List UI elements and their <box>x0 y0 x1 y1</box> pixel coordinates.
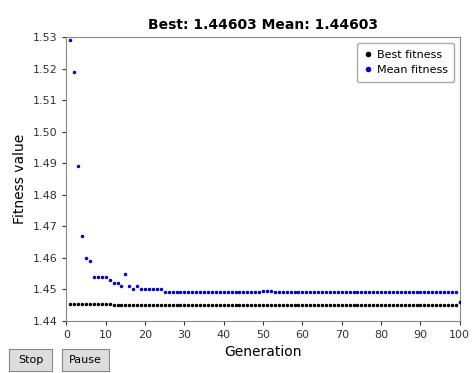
Title: Best: 1.44603 Mean: 1.44603: Best: 1.44603 Mean: 1.44603 <box>148 18 378 32</box>
Y-axis label: Fitness value: Fitness value <box>13 134 27 224</box>
Legend: Best fitness, Mean fitness: Best fitness, Mean fitness <box>356 43 454 82</box>
Text: Stop: Stop <box>18 355 44 365</box>
Text: Pause: Pause <box>69 355 102 365</box>
X-axis label: Generation: Generation <box>224 345 302 359</box>
